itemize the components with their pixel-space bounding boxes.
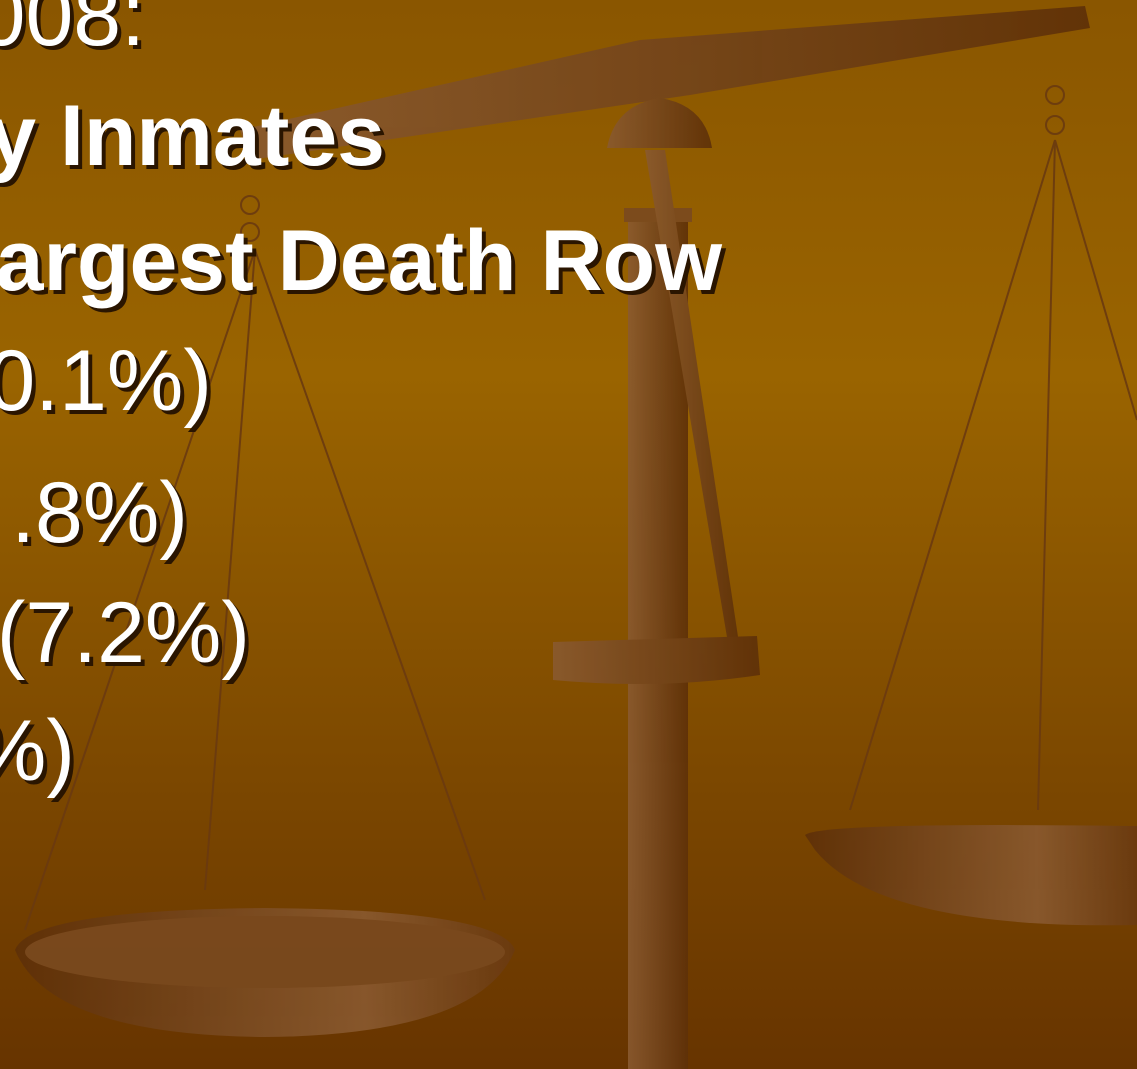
- slide-line: argest Death Row: [0, 213, 723, 309]
- slide-line: .8%): [11, 465, 188, 561]
- slide-line: %): [0, 703, 75, 799]
- page: 008:008:y Inmatesy Inmatesargest Death R…: [0, 0, 1137, 1069]
- slide-line: 0.1%): [0, 333, 212, 429]
- slide: 008:008:y Inmatesy Inmatesargest Death R…: [0, 0, 1137, 1069]
- slide-line: y Inmates: [0, 88, 385, 184]
- slide-line: (7.2%): [0, 585, 250, 681]
- slide-line: 008:: [0, 0, 145, 64]
